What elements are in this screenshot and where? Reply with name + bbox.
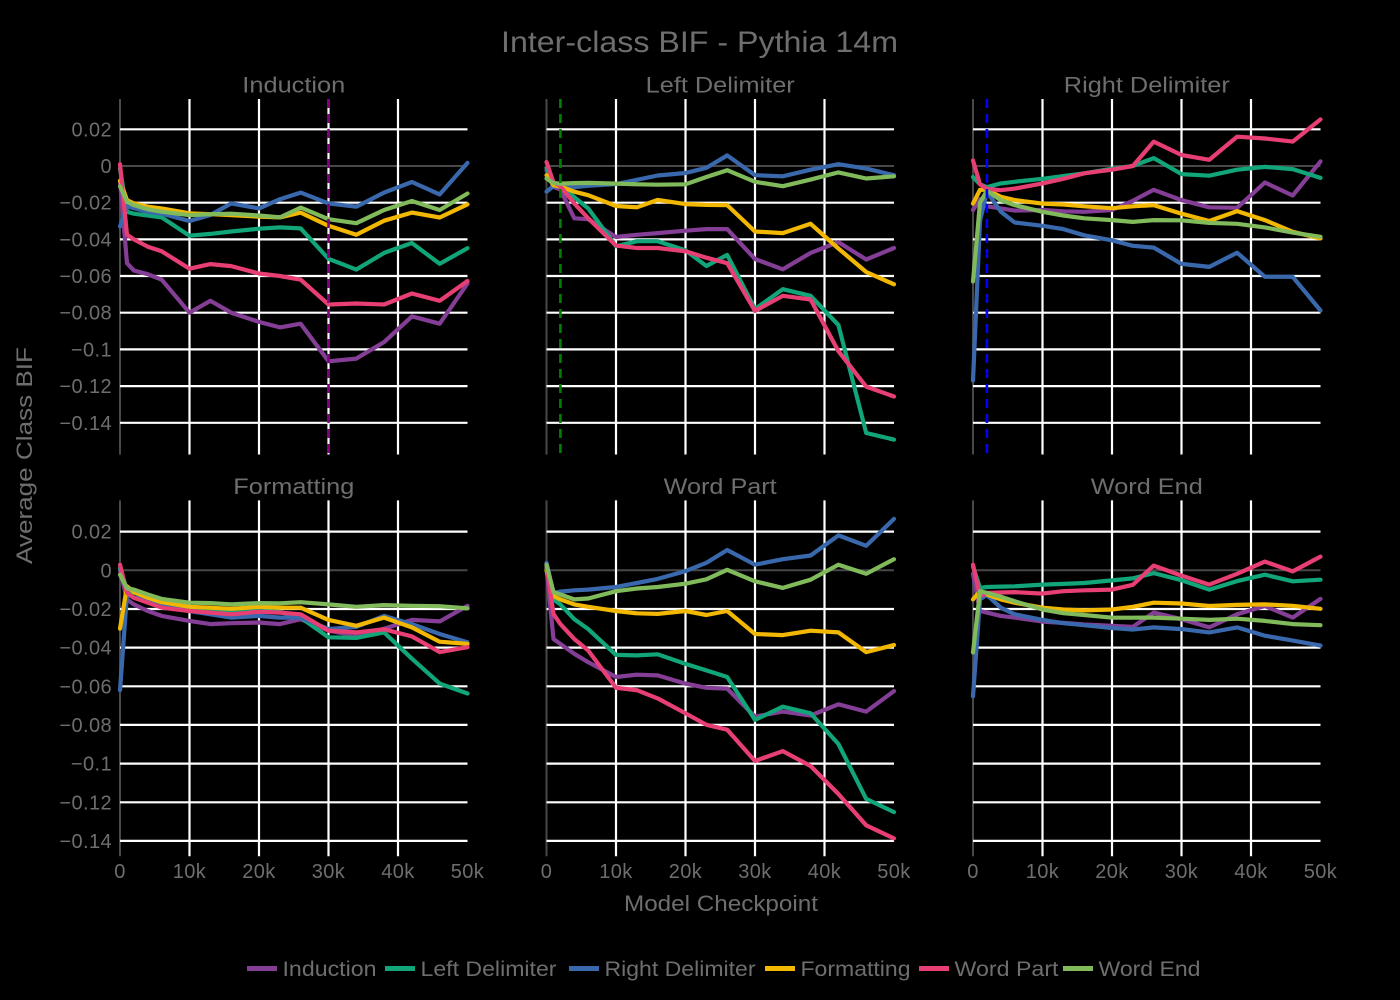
svg-text:Average Class BIF: Average Class BIF	[12, 347, 37, 564]
svg-text:20k: 20k	[242, 861, 276, 883]
svg-text:30k: 30k	[1165, 861, 1199, 883]
svg-text:−0.14: −0.14	[59, 413, 112, 435]
svg-text:−0.02: −0.02	[59, 599, 112, 621]
svg-text:−0.04: −0.04	[59, 229, 112, 251]
svg-text:−0.14: −0.14	[59, 831, 112, 853]
svg-text:50k: 50k	[451, 861, 485, 883]
svg-text:0.02: 0.02	[71, 522, 112, 544]
svg-text:Formatting: Formatting	[233, 474, 354, 499]
svg-text:40k: 40k	[808, 861, 842, 883]
svg-text:Right Delimiter: Right Delimiter	[1064, 73, 1230, 98]
svg-text:40k: 40k	[1234, 861, 1268, 883]
svg-text:−0.06: −0.06	[59, 266, 112, 288]
svg-text:0: 0	[100, 156, 112, 178]
svg-text:Right Delimiter: Right Delimiter	[605, 958, 756, 981]
svg-text:Word End: Word End	[1091, 474, 1203, 499]
svg-text:−0.1: −0.1	[71, 339, 112, 361]
svg-text:20k: 20k	[669, 861, 703, 883]
svg-text:Induction: Induction	[242, 73, 345, 98]
svg-text:Induction: Induction	[283, 958, 377, 981]
svg-text:20k: 20k	[1095, 861, 1129, 883]
svg-text:0: 0	[100, 560, 112, 582]
svg-text:−0.04: −0.04	[59, 638, 112, 660]
svg-text:50k: 50k	[877, 861, 911, 883]
svg-text:Formatting: Formatting	[801, 958, 911, 981]
svg-text:50k: 50k	[1304, 861, 1338, 883]
svg-text:10k: 10k	[173, 861, 207, 883]
svg-text:−0.08: −0.08	[59, 715, 112, 737]
svg-text:40k: 40k	[381, 861, 415, 883]
svg-text:10k: 10k	[1026, 861, 1060, 883]
svg-text:Word End: Word End	[1099, 958, 1201, 981]
svg-text:Model Checkpoint: Model Checkpoint	[624, 891, 818, 916]
svg-text:10k: 10k	[599, 861, 633, 883]
svg-text:Left Delimiter: Left Delimiter	[646, 73, 795, 98]
svg-text:0: 0	[541, 861, 553, 883]
svg-text:0: 0	[114, 861, 126, 883]
svg-text:−0.06: −0.06	[59, 676, 112, 698]
svg-text:Left Delimiter: Left Delimiter	[421, 958, 557, 981]
svg-text:−0.12: −0.12	[59, 376, 112, 398]
svg-text:−0.02: −0.02	[59, 193, 112, 215]
svg-text:−0.12: −0.12	[59, 792, 112, 814]
svg-text:0.02: 0.02	[71, 119, 112, 141]
svg-text:30k: 30k	[312, 861, 346, 883]
svg-text:Word Part: Word Part	[664, 474, 777, 499]
svg-text:−0.1: −0.1	[71, 754, 112, 776]
svg-text:Inter-class BIF - Pythia 14m: Inter-class BIF - Pythia 14m	[501, 26, 898, 59]
svg-text:Word Part: Word Part	[955, 958, 1059, 981]
svg-text:−0.08: −0.08	[59, 303, 112, 325]
svg-text:30k: 30k	[738, 861, 772, 883]
svg-text:0: 0	[967, 861, 979, 883]
